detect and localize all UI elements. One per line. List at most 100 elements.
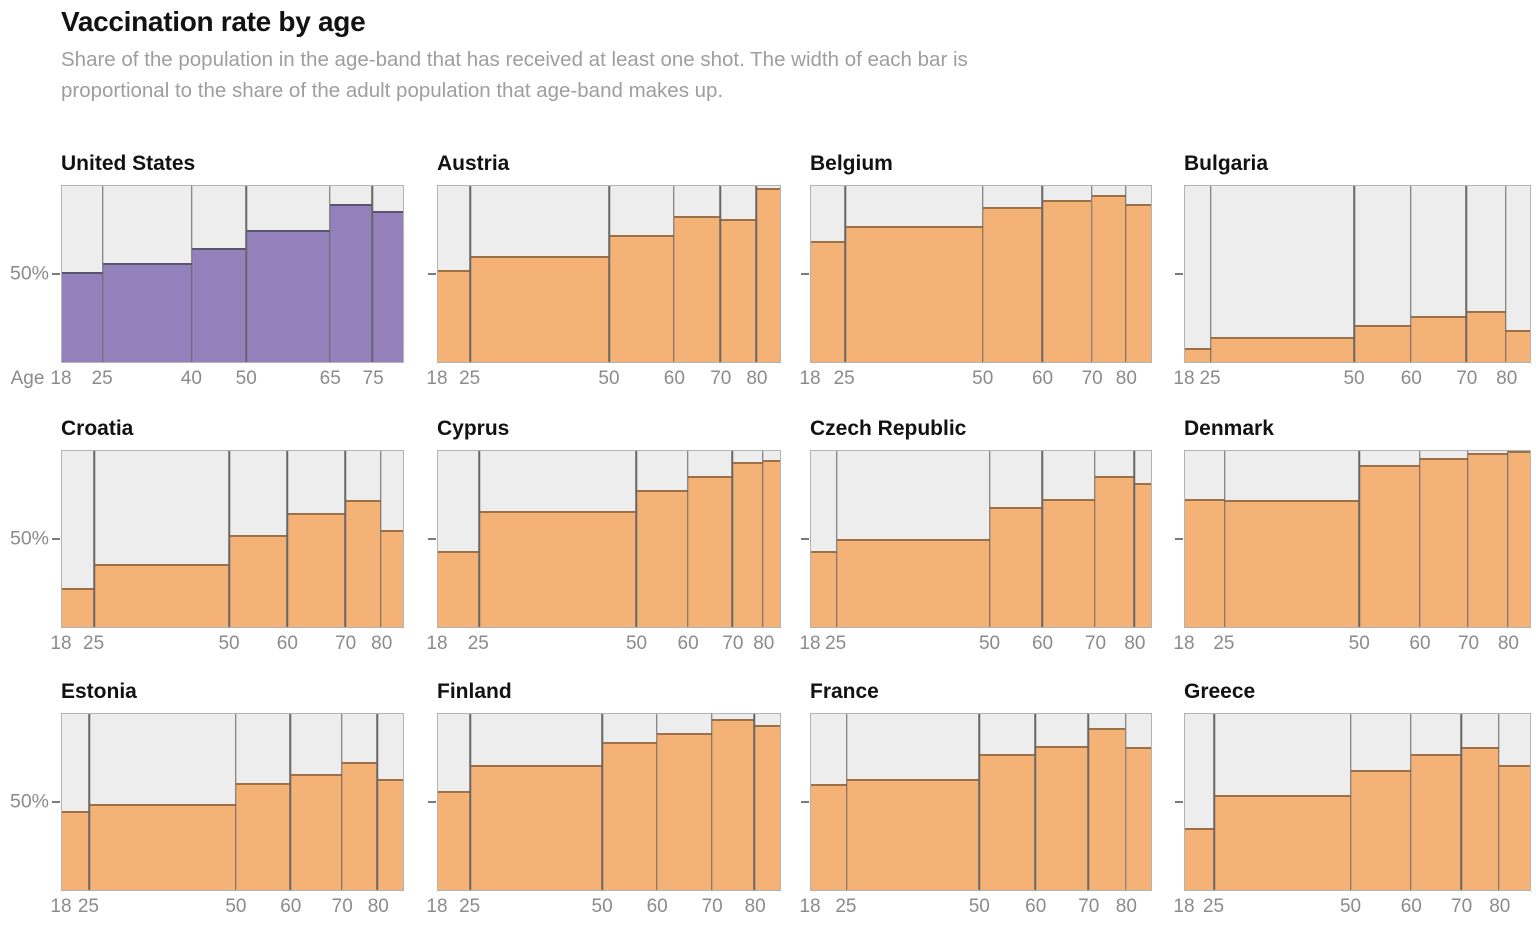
band-separator — [1353, 186, 1355, 362]
band-separator — [988, 451, 991, 627]
age-band-bar-50-60 — [989, 507, 1043, 627]
age-band-bar-25-50 — [1210, 337, 1355, 362]
x-axis-age-prefix: Age — [10, 368, 45, 389]
y-tick-dash — [1175, 273, 1183, 275]
age-band-bar-25-50 — [1214, 794, 1351, 890]
band-separator — [844, 186, 846, 362]
age-band-bar-60-70 — [290, 773, 342, 890]
age-band-bar-80+ — [377, 779, 403, 890]
x-tick-label-80: 80 — [746, 368, 768, 389]
band-separator — [228, 451, 230, 627]
band-separator — [835, 451, 838, 627]
band-separator — [710, 714, 713, 890]
age-band-bar-65-75 — [329, 203, 373, 362]
y-tick-dash — [428, 538, 436, 540]
band-separator — [1133, 451, 1135, 627]
x-tick-label-18: 18 Age — [10, 368, 72, 389]
x-tick-label-80: 80 — [744, 896, 766, 917]
x-axis: 18 25 50 60 70 80 — [426, 368, 781, 392]
band-separator — [245, 186, 247, 362]
x-tick-label-50: 50 — [972, 368, 994, 389]
x-tick-label-50: 50 — [968, 896, 990, 917]
age-band-bar-40-50 — [191, 247, 247, 362]
x-tick-label-18: 18 — [799, 633, 821, 654]
y-tick-dash — [428, 273, 436, 275]
band-separator — [371, 186, 374, 362]
chart-panel-denmark: Denmark 18 25 50 60 70 80 — [1173, 417, 1531, 657]
x-tick-label-80: 80 — [753, 633, 775, 654]
x-tick-label-50: 50 — [625, 633, 648, 654]
x-tick-label-60: 60 — [677, 633, 699, 654]
x-tick-label-60: 60 — [1409, 633, 1431, 654]
x-tick-label-60: 60 — [1400, 368, 1422, 389]
band-separator — [376, 714, 379, 890]
band-separator — [1124, 714, 1127, 890]
age-band-bar-25-50 — [94, 563, 230, 627]
age-band-bar-18-25 — [438, 551, 480, 627]
age-band-bar-18-25 — [811, 784, 847, 890]
x-axis: 18 25 50 60 70 80 — [799, 896, 1152, 920]
age-band-bar-18-25 — [62, 810, 90, 890]
age-band-bar-50-60 — [609, 235, 674, 362]
age-band-bar-70-80 — [341, 761, 378, 890]
band-separator — [601, 714, 603, 890]
band-separator — [1506, 451, 1509, 627]
band-separator — [1213, 714, 1216, 890]
x-axis: 18 25 50 60 70 80 — [50, 896, 404, 920]
x-tick-label-65: 65 — [319, 368, 341, 389]
x-tick-label-25: 25 — [835, 896, 857, 917]
x-axis: 18 25 50 60 70 80 — [426, 633, 781, 657]
country-title: Bulgaria — [1184, 152, 1269, 175]
band-separator — [190, 186, 193, 362]
band-separator — [719, 186, 721, 362]
mekko-plot — [801, 450, 1152, 628]
age-band-bar-80+ — [762, 459, 780, 627]
y-tick-label: 50% — [9, 262, 49, 285]
age-band-bar-80+ — [1505, 330, 1530, 362]
page-title: Vaccination rate by age — [61, 6, 366, 37]
x-tick-label-60: 60 — [646, 896, 668, 917]
x-tick-label-70: 70 — [1081, 368, 1103, 389]
age-band-bar-18-25 — [62, 588, 95, 627]
x-tick-label-25: 25 — [1199, 368, 1221, 389]
mekko-plot — [1175, 713, 1531, 891]
x-tick-label-80: 80 — [1115, 368, 1137, 389]
age-band-bar-60-70 — [1042, 200, 1092, 362]
x-tick-label-80: 80 — [1497, 633, 1520, 654]
x-tick-label-80: 80 — [1115, 896, 1137, 917]
y-tick-dash — [801, 538, 809, 540]
x-tick-label-18: 18 — [426, 896, 448, 917]
y-tick-dash — [428, 801, 436, 803]
age-band-bar-80+ — [1125, 747, 1151, 890]
age-band-bar-70-80 — [720, 219, 757, 362]
age-band-bar-25-50 — [89, 803, 236, 890]
x-tick-label-25: 25 — [459, 368, 481, 389]
y-tick-label: 50% — [9, 790, 49, 813]
band-separator — [1460, 714, 1462, 890]
age-band-bar-60-70 — [673, 215, 721, 362]
age-band-bar-25-50 — [1224, 500, 1360, 627]
band-separator — [1505, 186, 1507, 362]
y-tick-dash — [801, 801, 809, 803]
age-band-bar-70-80 — [1094, 475, 1134, 627]
x-tick-label-75: 75 — [362, 368, 384, 389]
x-tick-label-70: 70 — [1457, 633, 1480, 654]
chart-panel-belgium: Belgium 18 25 50 60 70 80 — [799, 152, 1152, 392]
band-separator — [845, 714, 848, 890]
age-band-bar-25-50 — [845, 226, 983, 362]
age-band-bar-75+ — [372, 210, 403, 362]
age-band-bar-50-60 — [602, 742, 657, 890]
age-band-bar-50-60 — [636, 489, 688, 627]
band-separator — [731, 451, 733, 627]
x-axis: 18 25 50 60 70 80 — [799, 368, 1152, 392]
x-axis: 18 Age 25 40 50 65 75 — [11, 368, 404, 392]
band-separator — [755, 186, 757, 362]
x-tick-label-25: 25 — [1202, 896, 1225, 917]
age-band-bar-60-70 — [1035, 745, 1089, 890]
band-separator — [1498, 714, 1500, 890]
band-separator — [102, 186, 104, 362]
chart-panel-france: France 18 25 50 60 70 80 — [799, 680, 1152, 920]
x-tick-label-50: 50 — [1348, 633, 1370, 654]
age-band-bar-50-60 — [1350, 770, 1411, 890]
mekko-plot: 50% — [10, 185, 404, 363]
